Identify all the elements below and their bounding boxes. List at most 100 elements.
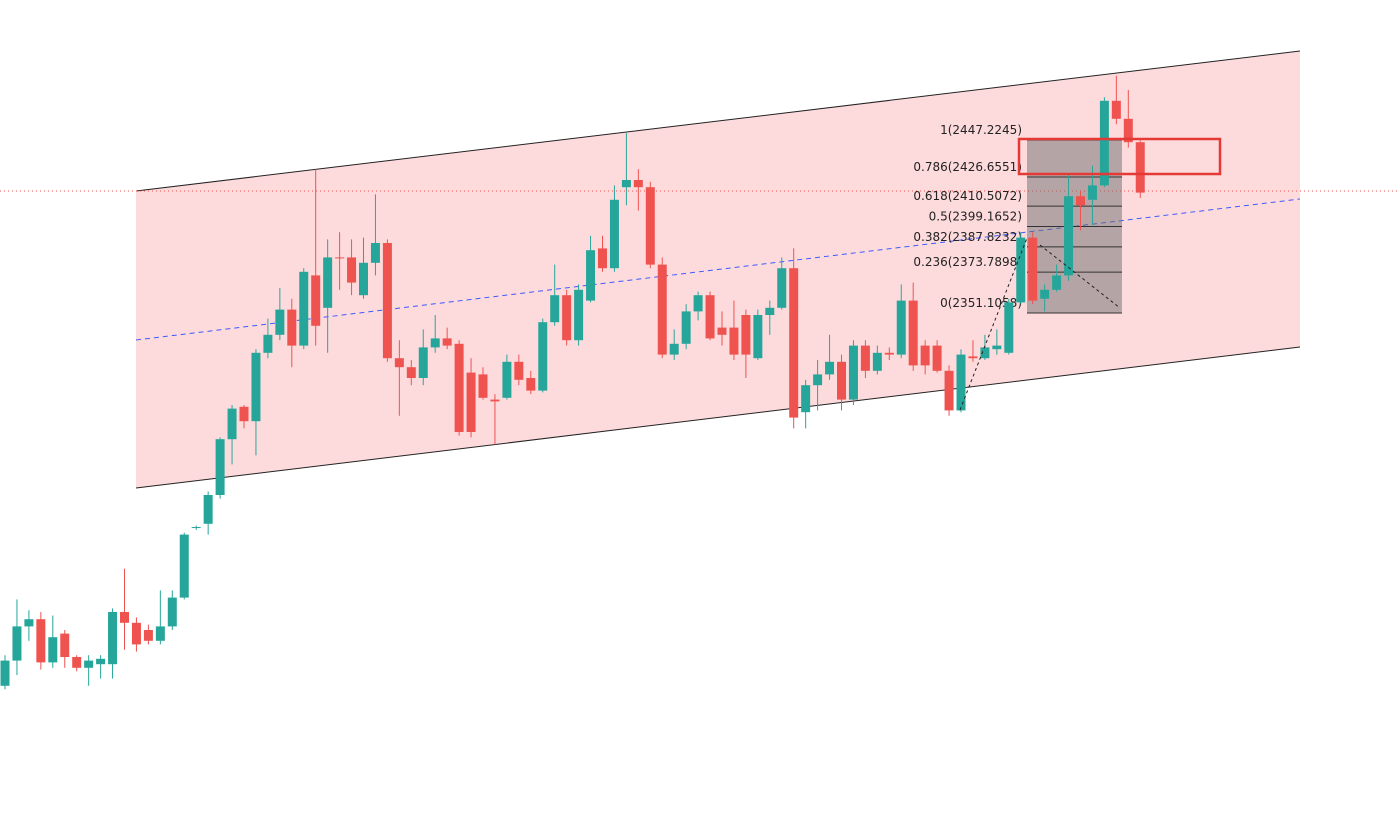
- body: [466, 372, 476, 432]
- body: [143, 630, 153, 641]
- body: [705, 295, 715, 339]
- body: [848, 345, 858, 400]
- body: [514, 361, 524, 380]
- body: [1016, 237, 1026, 303]
- body: [657, 264, 667, 355]
- body: [574, 289, 584, 341]
- body: [275, 309, 285, 335]
- body: [108, 612, 118, 665]
- fib-label: 0.236(2373.7898): [913, 255, 1022, 269]
- body: [741, 315, 751, 355]
- body: [1004, 302, 1014, 353]
- body: [669, 343, 679, 355]
- body: [1087, 185, 1097, 200]
- body: [84, 660, 94, 668]
- body: [1076, 196, 1085, 206]
- body: [633, 180, 643, 188]
- body: [299, 271, 309, 346]
- fib-trend: [1039, 244, 1121, 309]
- body: [382, 243, 392, 359]
- body: [753, 315, 763, 359]
- body: [717, 327, 727, 335]
- body: [526, 378, 536, 391]
- candles: [0, 75, 1145, 690]
- body: [454, 343, 464, 432]
- body: [478, 374, 488, 398]
- body: [1028, 237, 1038, 301]
- fib-label: 1(2447.2245): [940, 123, 1022, 137]
- highlight-box: [1017, 137, 1222, 176]
- body: [896, 300, 906, 355]
- body: [956, 354, 966, 411]
- body: [263, 334, 273, 353]
- body: [932, 345, 942, 371]
- body: [872, 352, 882, 371]
- body: [323, 257, 333, 308]
- body: [131, 622, 141, 645]
- body: [502, 361, 512, 398]
- body: [430, 338, 440, 348]
- body: [837, 361, 846, 400]
- body: [215, 439, 225, 495]
- body: [884, 352, 894, 355]
- body: [765, 307, 775, 315]
- body: [908, 300, 918, 366]
- body: [36, 619, 46, 663]
- fib: 1(2447.2245) 0.786(2426.6551) 0.618(2410.5…: [913, 123, 1122, 314]
- body: [418, 347, 428, 378]
- body: [48, 637, 58, 663]
- body: [586, 250, 596, 301]
- body: [167, 597, 177, 627]
- body: [311, 275, 321, 326]
- body: [0, 660, 10, 686]
- body: [12, 626, 22, 661]
- body: [1099, 100, 1109, 186]
- body: [621, 180, 631, 188]
- body: [359, 262, 368, 296]
- body: [1064, 196, 1074, 276]
- body: [1123, 118, 1133, 143]
- body: [550, 295, 560, 323]
- fib-label: 0.382(2387.8232): [913, 230, 1022, 244]
- body: [681, 311, 691, 344]
- body: [370, 243, 380, 263]
- body: [562, 295, 572, 341]
- body: [609, 199, 619, 269]
- body: [60, 633, 70, 657]
- channel-upper: [135, 50, 1301, 192]
- fib-label: 0.618(2410.5072): [913, 189, 1022, 203]
- body: [1135, 142, 1145, 193]
- body: [227, 408, 237, 440]
- body: [538, 322, 548, 391]
- body: [335, 257, 345, 259]
- body: [179, 534, 189, 598]
- body: [813, 374, 823, 386]
- body: [442, 338, 452, 346]
- body: [1040, 289, 1050, 299]
- body: [992, 345, 1002, 350]
- body: [598, 248, 607, 269]
- body: [96, 658, 106, 665]
- fib-trend: [959, 237, 1028, 411]
- body: [980, 347, 990, 359]
- body: [860, 345, 870, 371]
- body: [968, 356, 978, 359]
- body: [120, 612, 129, 623]
- body: [287, 309, 297, 346]
- body: [24, 619, 34, 627]
- channel-mid: [135, 198, 1301, 341]
- body: [490, 399, 500, 402]
- fib-label: 0.786(2426.6551): [913, 160, 1022, 174]
- body: [944, 370, 954, 411]
- body: [347, 257, 357, 283]
- body: [1052, 275, 1062, 290]
- channel-lower: [135, 346, 1301, 489]
- body: [406, 367, 416, 378]
- body: [789, 268, 799, 418]
- body: [801, 385, 811, 413]
- body: [191, 527, 201, 529]
- body: [155, 626, 165, 641]
- body: [239, 406, 249, 422]
- body: [693, 295, 703, 312]
